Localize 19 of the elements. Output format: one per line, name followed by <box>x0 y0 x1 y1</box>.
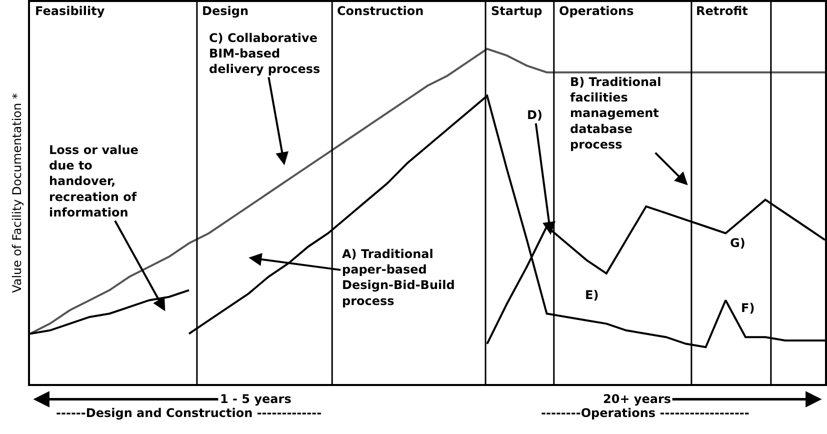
y-axis-title: Value of Facility Documentation * <box>10 93 24 293</box>
annotation: D) <box>527 108 542 122</box>
text: Design <box>202 4 248 18</box>
text: Feasibility <box>35 4 105 18</box>
annotation: A) Traditional paper-based Design-Bid-Build process <box>342 247 455 308</box>
text: Construction <box>337 4 424 18</box>
text: 1 - 5 years <box>220 392 292 406</box>
annotation: E) <box>585 288 599 302</box>
text: Operations <box>559 4 634 18</box>
text: Retrofit <box>696 4 748 18</box>
annotation: F) <box>741 301 755 315</box>
annotation: G) <box>730 236 746 250</box>
annotation: C) Collaborative BIM-based delivery process <box>209 31 320 76</box>
annotation: B) Traditional facilities management database process <box>570 75 662 152</box>
text: 20+ years <box>603 392 672 406</box>
text: ------Design and Construction ------------- <box>56 406 322 420</box>
annotation: Loss or value due to handover, recreation of information <box>49 143 138 220</box>
text: Startup <box>491 4 543 18</box>
text: --------Operations ------------------ <box>541 406 750 420</box>
